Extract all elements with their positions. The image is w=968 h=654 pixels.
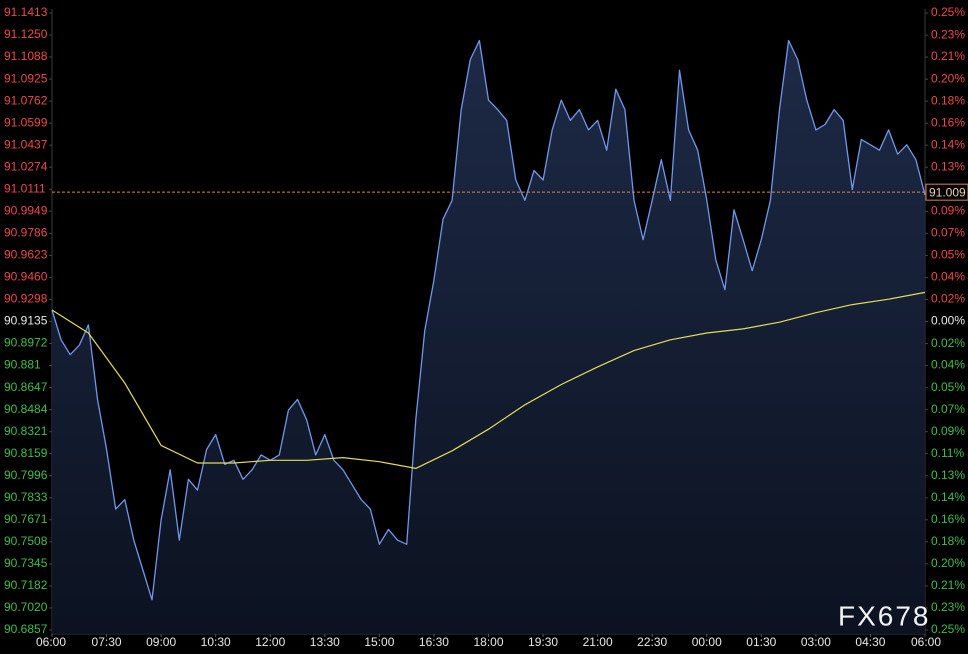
y2-tick-label: 0.04% bbox=[931, 358, 965, 372]
y2-tick-label: 0.21% bbox=[931, 578, 965, 592]
x-tick-label: 07:30 bbox=[92, 635, 122, 649]
last-price-tag bbox=[925, 183, 968, 201]
last-price-label: 91.009 bbox=[929, 185, 966, 199]
y2-tick-label: 0.16% bbox=[931, 115, 965, 129]
y-tick-label: 90.9786 bbox=[4, 226, 48, 240]
y2-tick-label: 0.20% bbox=[931, 556, 965, 570]
y2-tick-label: 0.18% bbox=[931, 534, 965, 548]
y-tick-label: 90.7508 bbox=[4, 534, 48, 548]
y2-tick-label: 0.04% bbox=[931, 270, 965, 284]
y-tick-label: 91.1413 bbox=[4, 5, 48, 19]
y-tick-label: 90.881 bbox=[4, 358, 41, 372]
y-tick-label: 90.6857 bbox=[4, 622, 48, 636]
y2-tick-label: 0.16% bbox=[931, 512, 965, 526]
y-tick-label: 90.9298 bbox=[4, 292, 48, 306]
y-tick-label: 90.7671 bbox=[4, 512, 48, 526]
y2-tick-label: 0.20% bbox=[931, 71, 965, 85]
y-tick-label: 91.0925 bbox=[4, 71, 48, 85]
x-tick-label: 10:30 bbox=[201, 635, 231, 649]
y-tick-label: 90.8972 bbox=[4, 336, 48, 350]
y2-tick-label: 0.21% bbox=[931, 49, 965, 63]
y2-tick-label: 0.14% bbox=[931, 137, 965, 151]
y2-tick-label: 0.25% bbox=[931, 5, 965, 19]
y-tick-label: 90.9949 bbox=[4, 203, 48, 217]
y-tick-label: 90.9460 bbox=[4, 270, 48, 284]
y2-tick-label: 0.02% bbox=[931, 292, 965, 306]
x-tick-label: 00:00 bbox=[692, 635, 722, 649]
y2-tick-label: 0.13% bbox=[931, 159, 965, 173]
x-tick-label: 12:00 bbox=[255, 635, 285, 649]
y-tick-label: 90.7020 bbox=[4, 600, 48, 614]
y2-tick-label: 0.02% bbox=[931, 336, 965, 350]
price-line bbox=[51, 39, 926, 601]
x-tick-label: 04:30 bbox=[855, 635, 885, 649]
y2-tick-label: 0.05% bbox=[931, 248, 965, 262]
y2-tick-label: 0.07% bbox=[931, 402, 965, 416]
x-tick-label: 01:30 bbox=[746, 635, 776, 649]
x-tick-label: 21:00 bbox=[583, 635, 613, 649]
y2-tick-label: 0.25% bbox=[931, 622, 965, 636]
y-tick-label: 90.7182 bbox=[4, 578, 48, 592]
y2-tick-label: 0.09% bbox=[931, 203, 965, 217]
x-tick-label: 18:00 bbox=[473, 635, 503, 649]
x-tick-label: 13:30 bbox=[310, 635, 340, 649]
area-fill bbox=[52, 40, 925, 634]
y-tick-label: 91.0274 bbox=[4, 159, 48, 173]
y2-tick-label: 0.18% bbox=[931, 93, 965, 107]
x-tick-label: 15:00 bbox=[364, 635, 394, 649]
x-tick-label: 19:30 bbox=[528, 635, 558, 649]
y-tick-label: 91.0599 bbox=[4, 115, 48, 129]
x-tick-label: 16:30 bbox=[419, 635, 449, 649]
y-tick-label: 91.0762 bbox=[4, 93, 48, 107]
y2-tick-label: 0.23% bbox=[931, 600, 965, 614]
y-tick-label: 91.0111 bbox=[4, 181, 46, 195]
y-tick-label: 90.8647 bbox=[4, 380, 48, 394]
x-tick-label: 03:00 bbox=[801, 635, 831, 649]
y-tick-label: 90.8484 bbox=[4, 402, 48, 416]
y-tick-label: 90.8159 bbox=[4, 446, 48, 460]
y-tick-label: 91.0437 bbox=[4, 137, 48, 151]
y-tick-label: 91.1088 bbox=[4, 49, 48, 63]
average-line bbox=[51, 291, 926, 469]
y-tick-label: 91.1250 bbox=[4, 27, 48, 41]
y2-tick-label: 0.07% bbox=[931, 226, 965, 240]
y-tick-label: 90.7833 bbox=[4, 490, 48, 504]
x-tick-label: 09:00 bbox=[146, 635, 176, 649]
x-tick-label: 22:30 bbox=[637, 635, 667, 649]
y2-tick-label: 0.11% bbox=[931, 446, 964, 460]
y2-tick-label: 0.23% bbox=[931, 27, 965, 41]
y-tick-label: 90.7996 bbox=[4, 468, 48, 482]
x-tick-label: 06:00 bbox=[911, 635, 941, 649]
x-tick-label: 06:00 bbox=[36, 635, 66, 649]
y2-tick-label: 0.00% bbox=[931, 314, 965, 328]
y2-tick-label: 0.13% bbox=[931, 468, 965, 482]
y2-tick-label: 0.14% bbox=[931, 490, 965, 504]
y2-tick-label: 0.05% bbox=[931, 380, 965, 394]
y-tick-label: 90.7345 bbox=[4, 556, 48, 570]
y-tick-label: 90.9135 bbox=[4, 314, 48, 328]
y-tick-label: 90.9623 bbox=[4, 248, 48, 262]
y2-tick-label: 0.09% bbox=[931, 424, 965, 438]
y-tick-label: 90.8321 bbox=[4, 424, 48, 438]
watermark: FX678 bbox=[838, 600, 931, 631]
